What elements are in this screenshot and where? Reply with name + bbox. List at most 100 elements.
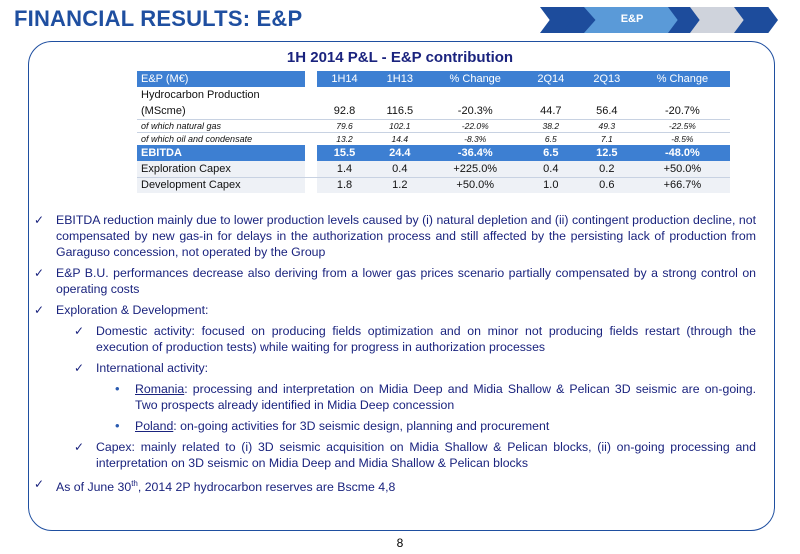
table-cell: -22.0% xyxy=(427,119,523,133)
table-row: (MScme) 92.8 116.5 -20.3% 44.7 56.4 -20.… xyxy=(137,103,730,120)
table-header-cell: 1H14 xyxy=(317,71,372,87)
bullet-text: EBITDA reduction mainly due to lower pro… xyxy=(56,213,756,259)
bullet-text-post: , 2014 2P hydrocarbon reserves are Bscme… xyxy=(137,480,396,495)
page-number: 8 xyxy=(396,536,404,550)
bullet-text: International activity: xyxy=(96,361,209,375)
table-cell: -20.3% xyxy=(427,103,523,120)
bullet-item: ✓ Exploration & Development: xyxy=(34,302,756,318)
table-header-cell: 2Q14 xyxy=(522,71,579,87)
table-cell: 13.2 xyxy=(336,133,353,144)
table-cell: 92.8 xyxy=(317,103,372,120)
table-cell: +50.0% xyxy=(634,161,730,178)
table-cell: 79.6 xyxy=(317,119,372,133)
dot-icon: • xyxy=(115,381,120,396)
sub-bullet-item: ✓ Domestic activity: focused on producin… xyxy=(74,323,756,355)
table-cell: 56.4 xyxy=(578,103,635,120)
table-cell: -36.4% xyxy=(427,145,523,161)
table-cell: 1.8 xyxy=(317,177,372,193)
table-cell: 7.1 xyxy=(600,133,613,144)
table-cell: 0.4 xyxy=(371,161,428,178)
bullet-superscript: th xyxy=(131,479,138,488)
table-cell: 14.4 xyxy=(391,133,409,144)
bullet-text: Exploration & Development: xyxy=(56,303,209,317)
page-title-main: FINANCIAL RESULTS: xyxy=(14,6,257,31)
sub-sub-bullet-item: • Poland: on-going activities for 3D sei… xyxy=(115,418,756,434)
table-cell: -8.5% xyxy=(671,133,694,144)
checkmark-icon: ✓ xyxy=(34,477,45,491)
table-row-ebitda: EBITDA 15.5 24.4 -36.4% 6.5 12.5 -48.0% xyxy=(137,145,730,161)
bullet-item: ✓ E&P B.U. performances decrease also de… xyxy=(34,265,756,297)
table-cell: -48.0% xyxy=(634,145,730,161)
table-header-row: E&P (M€) 1H14 1H13 % Change 2Q14 2Q13 % … xyxy=(137,71,730,87)
pl-table: E&P (M€) 1H14 1H13 % Change 2Q14 2Q13 % … xyxy=(137,71,730,193)
table-cell: -22.5% xyxy=(634,119,730,133)
sub-bullet-item: ✓ Capex: mainly related to (i) 3D seismi… xyxy=(74,439,756,471)
page-title-section: E&P xyxy=(256,6,303,31)
table-cell: 1.4 xyxy=(317,161,372,178)
table-row: of which oil and condensate 13.2 14.4 -8… xyxy=(137,132,730,145)
poland-label: Poland xyxy=(135,419,174,433)
bullet-text: Domestic activity: focused on producing … xyxy=(96,324,756,354)
table-cell: -20.7% xyxy=(634,103,730,120)
bullet-text: : processing and interpretation on Midia… xyxy=(135,382,756,412)
bullet-item: ✓ As of June 30th, 2014 2P hydrocarbon r… xyxy=(34,476,756,495)
page-title: FINANCIAL RESULTS: E&P xyxy=(14,6,302,32)
table-cell: 44.7 xyxy=(522,103,579,120)
table-title: 1H 2014 P&L - E&P contribution xyxy=(286,49,514,66)
row-label: of which oil and condensate xyxy=(141,133,253,144)
table-header-cell: % Change xyxy=(427,71,523,87)
table-cell: 6.5 xyxy=(544,133,557,144)
checkmark-icon: ✓ xyxy=(74,361,85,375)
table-cell: 0.6 xyxy=(578,177,635,193)
romania-label: Romania xyxy=(135,382,185,396)
table-row: Exploration Capex 1.4 0.4 +225.0% 0.4 0.… xyxy=(137,161,730,178)
table-header-cell: E&P (M€) xyxy=(137,71,305,87)
table-cell: 6.5 xyxy=(522,145,579,161)
bullet-text: Capex: mainly related to (i) 3D seismic … xyxy=(96,440,756,470)
checkmark-icon: ✓ xyxy=(34,213,45,227)
bullet-text: E&P B.U. performances decrease also deri… xyxy=(56,266,756,296)
table-cell: 15.5 xyxy=(317,145,372,161)
sub-sub-bullet-item: • Romania: processing and interpretation… xyxy=(115,381,756,413)
table-cell: +66.7% xyxy=(634,177,730,193)
bullet-text: : on-going activities for 3D seismic des… xyxy=(173,419,550,433)
table-cell: +225.0% xyxy=(427,161,523,178)
checkmark-icon: ✓ xyxy=(74,440,85,454)
table-cell: 116.5 xyxy=(371,103,428,120)
row-label: EBITDA xyxy=(137,145,305,161)
table-cell: 38.2 xyxy=(522,119,579,133)
table-row: Hydrocarbon Production xyxy=(137,87,730,103)
dot-icon: • xyxy=(115,418,120,433)
row-label: Hydrocarbon Production xyxy=(141,89,260,101)
checkmark-icon: ✓ xyxy=(34,303,45,317)
table-cell: 24.4 xyxy=(371,145,428,161)
table-cell: 12.5 xyxy=(578,145,635,161)
row-label: Development Capex xyxy=(137,177,305,193)
bullet-list: ✓ EBITDA reduction mainly due to lower p… xyxy=(34,212,756,500)
content-panel xyxy=(28,41,775,531)
section-nav: E&P xyxy=(540,7,790,33)
row-label: (MScme) xyxy=(137,103,305,120)
sub-bullet-item: ✓ International activity: xyxy=(74,360,756,376)
table-cell: -8.3% xyxy=(464,133,487,144)
table-cell: +50.0% xyxy=(427,177,523,193)
table-row: Development Capex 1.8 1.2 +50.0% 1.0 0.6… xyxy=(137,177,730,193)
table-cell: 49.3 xyxy=(578,119,635,133)
table-header-cell: 1H13 xyxy=(371,71,428,87)
table-row: of which natural gas 79.6 102.1 -22.0% 3… xyxy=(137,119,730,133)
table-cell: 102.1 xyxy=(371,119,428,133)
bullet-text-pre: As of June 30 xyxy=(56,480,132,495)
row-label: of which natural gas xyxy=(137,119,305,133)
nav-active-label: E&P xyxy=(620,13,644,25)
checkmark-icon: ✓ xyxy=(34,266,45,280)
row-label: Exploration Capex xyxy=(137,161,305,178)
checkmark-icon: ✓ xyxy=(74,324,85,338)
nav-chevron-active: E&P xyxy=(584,7,680,33)
table-cell: 1.2 xyxy=(371,177,428,193)
bullet-item: ✓ EBITDA reduction mainly due to lower p… xyxy=(34,212,756,260)
table-header-cell: 2Q13 xyxy=(578,71,635,87)
table-cell: 0.2 xyxy=(578,161,635,178)
table-header-cell: % Change xyxy=(634,71,730,87)
table-cell: 0.4 xyxy=(522,161,579,178)
table-cell: 1.0 xyxy=(522,177,579,193)
